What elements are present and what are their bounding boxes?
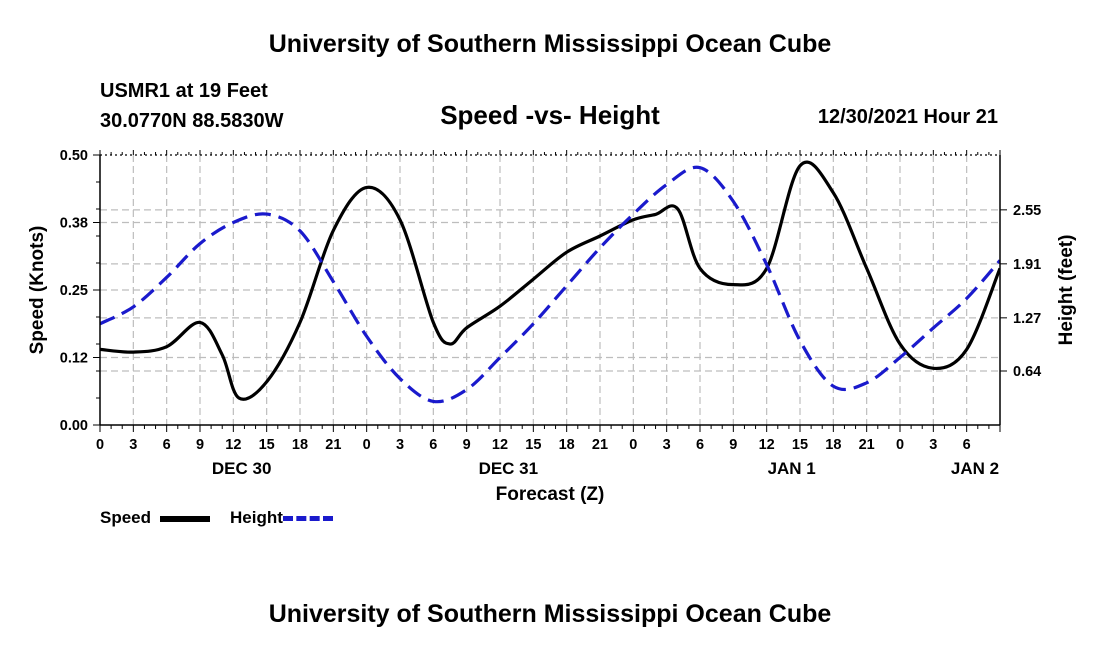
x-tick-label: 0: [363, 437, 371, 453]
date-label: DEC 31: [479, 459, 539, 478]
y-tick-label: 0.50: [60, 148, 88, 164]
y2-tick-label: 1.27: [1013, 311, 1041, 327]
x-tick-label: 21: [592, 437, 608, 453]
station-name: USMR1 at 19 Feet: [100, 80, 268, 102]
legend-height-swatch: [282, 516, 333, 522]
chart-subtitle: Speed -vs- Height: [440, 100, 660, 130]
date-label: DEC 30: [212, 459, 272, 478]
y2-tick-label: 0.64: [1013, 364, 1041, 380]
chart-title: University of Southern Mississippi Ocean…: [268, 30, 832, 58]
x-tick-label: 9: [196, 437, 204, 453]
legend-speed-swatch: [159, 515, 210, 522]
y-tick-label: 0.00: [60, 418, 88, 434]
x-tick-label: 21: [325, 437, 341, 453]
x-tick-label: 12: [759, 437, 775, 453]
x-tick-label: 15: [259, 437, 275, 453]
series-line-height: [100, 165, 1000, 404]
x-tick-label: 0: [629, 437, 637, 453]
y-axis-title: Speed (Knots): [27, 226, 48, 355]
legend-speed: Speed: [100, 508, 210, 528]
x-tick-label: 0: [896, 437, 904, 453]
x-axis-title: Forecast (Z): [496, 484, 605, 505]
legend-height: Height: [230, 508, 333, 528]
x-tick-label: 6: [429, 437, 437, 453]
y2-tick-label: 1.91: [1013, 257, 1041, 273]
y-tick-label: 0.12: [60, 351, 88, 367]
date-label: JAN 2: [951, 459, 999, 478]
y-tick-label: 0.25: [60, 283, 88, 299]
x-tick-label: 3: [663, 437, 671, 453]
x-tick-label: 6: [963, 437, 971, 453]
station-coords: 30.0770N 88.5830W: [100, 110, 284, 132]
x-tick-label: 15: [792, 437, 808, 453]
tick-marks: [93, 150, 1007, 432]
series-lines: [100, 160, 1000, 404]
station-info: USMR1 at 19 Feet 30.0770N 88.5830W: [100, 76, 283, 136]
x-tick-label: 6: [163, 437, 171, 453]
legend-speed-label: Speed: [100, 508, 152, 527]
x-tick-label: 12: [492, 437, 508, 453]
x-tick-label: 3: [929, 437, 937, 453]
x-tick-label: 21: [859, 437, 875, 453]
x-tick-label: 3: [396, 437, 404, 453]
x-tick-label: 6: [696, 437, 704, 453]
x-tick-label: 18: [292, 437, 308, 453]
y2-tick-label: 2.55: [1013, 203, 1041, 219]
x-tick-label: 3: [129, 437, 137, 453]
forecast-datetime: 12/30/2021 Hour 21: [817, 106, 998, 128]
x-tick-label: 18: [559, 437, 575, 453]
series-line-speed: [100, 160, 1000, 401]
x-tick-label: 18: [825, 437, 841, 453]
y-tick-label: 0.38: [60, 216, 88, 232]
y2-axis-title: Height (feet): [1056, 235, 1077, 346]
x-tick-label: 9: [729, 437, 737, 453]
footer-title: University of Southern Mississippi Ocean…: [268, 600, 832, 628]
date-label: JAN 1: [768, 459, 816, 478]
grid-lines: [100, 155, 1000, 425]
tick-labels: 0 3 6 9 12 15 18 21 0 3 6 9 12 15 18 21 0 3 6 9 12 15 18 21 0 3 6 0…: [27, 148, 1077, 505]
x-tick-label: 12: [225, 437, 241, 453]
x-tick-label: 15: [525, 437, 541, 453]
x-tick-label: 0: [96, 437, 104, 453]
legend-height-label: Height: [230, 508, 283, 527]
x-tick-label: 9: [463, 437, 471, 453]
